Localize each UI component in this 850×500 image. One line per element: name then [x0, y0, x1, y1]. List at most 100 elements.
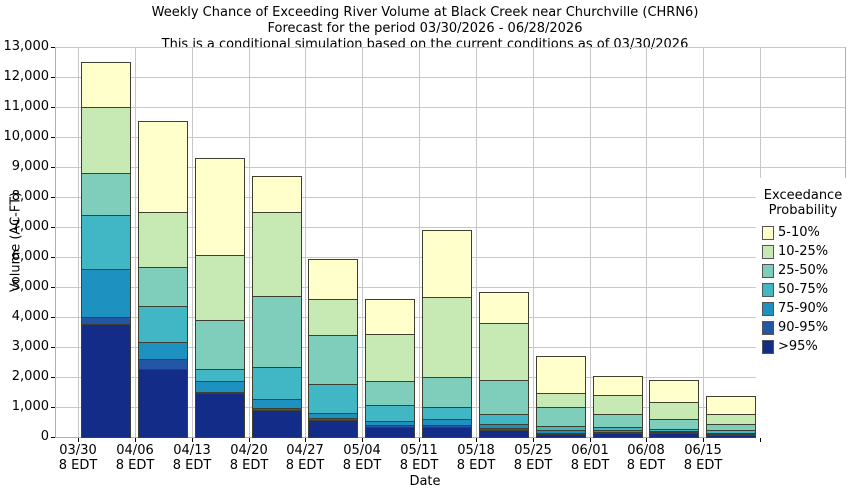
bar-segment-90-95%	[423, 425, 471, 427]
bar-segment-50-75%	[650, 429, 698, 431]
legend-label: 75-90%	[778, 301, 829, 316]
bar-segment->95%	[253, 410, 301, 437]
legend-swatch	[762, 301, 774, 316]
gridline-vertical	[78, 47, 79, 437]
gridline-horizontal	[55, 227, 845, 228]
bar-segment-25-50%	[366, 381, 414, 405]
bar-segment-10-25%	[707, 414, 755, 424]
legend-label: >95%	[778, 339, 818, 354]
bar-segment->95%	[366, 427, 414, 437]
bar-segment-50-75%	[196, 369, 244, 381]
legend-title-line-1: Exceedance	[763, 188, 843, 203]
legend-item-75-90%: 75-90%	[762, 299, 850, 318]
x-axis-tick	[192, 438, 193, 442]
legend-item-25-50%: 25-50%	[762, 261, 850, 280]
bar-segment-25-50%	[82, 173, 130, 215]
bar-segment->95%	[139, 369, 187, 437]
bar-segment-90-95%	[309, 418, 357, 420]
legend-swatch	[762, 244, 774, 259]
bar-03/30	[81, 62, 131, 438]
x-tick-label: 05/04 8 EDT	[342, 443, 382, 473]
bar-segment-10-25%	[650, 402, 698, 419]
bar-segment-50-75%	[366, 405, 414, 421]
bar-segment-5-10%	[196, 159, 244, 255]
legend-swatch	[762, 320, 774, 335]
bar-segment-10-25%	[366, 334, 414, 381]
y-tick-label: 6,000	[11, 249, 49, 264]
legend-item->95%: >95%	[762, 337, 850, 356]
bar-segment-25-50%	[139, 267, 187, 306]
bar-segment-90-95%	[82, 317, 130, 324]
chart-subtitle: Forecast for the period 03/30/2026 - 06/…	[267, 21, 583, 36]
gridline-horizontal	[55, 167, 845, 168]
legend-swatch	[762, 282, 774, 297]
x-tick-label: 05/18 8 EDT	[456, 443, 496, 473]
bar-segment-75-90%	[139, 342, 187, 359]
bar-segment-10-25%	[253, 212, 301, 296]
bar-04/13	[195, 158, 245, 438]
y-axis-tick	[51, 197, 55, 198]
x-tick-label: 05/25 8 EDT	[513, 443, 553, 473]
bar-segment-90-95%	[537, 433, 585, 434]
x-tick-label: 03/30 8 EDT	[58, 443, 98, 473]
y-axis-tick	[51, 407, 55, 408]
bar-segment-75-90%	[423, 419, 471, 425]
gridline-vertical	[533, 47, 534, 437]
bar-06/08	[649, 380, 699, 438]
bar-segment-25-50%	[480, 380, 528, 414]
x-tick-label: 04/13 8 EDT	[172, 443, 212, 473]
x-tick-label: 05/11 8 EDT	[399, 443, 439, 473]
gridline-horizontal	[55, 107, 845, 108]
bar-segment-50-75%	[594, 427, 642, 430]
bar-segment-25-50%	[309, 335, 357, 384]
y-tick-label: 9,000	[11, 159, 49, 174]
y-tick-label: 7,000	[11, 219, 49, 234]
bar-06/15	[706, 396, 756, 438]
y-tick-label: 5,000	[11, 279, 49, 294]
legend-item-50-75%: 50-75%	[762, 280, 850, 299]
x-axis-label: Date	[409, 474, 441, 489]
y-axis-label: Volume (AC-FT)	[8, 191, 24, 293]
gridline-vertical	[419, 47, 420, 437]
gridline-vertical	[249, 47, 250, 437]
bar-05/04	[365, 299, 415, 438]
y-axis-tick	[51, 257, 55, 258]
bar-segment-10-25%	[594, 395, 642, 414]
bar-06/01	[593, 376, 643, 438]
x-axis-tick	[590, 438, 591, 442]
bar-segment-5-10%	[707, 397, 755, 414]
legend-label: 50-75%	[778, 282, 829, 297]
y-axis-tick	[51, 437, 55, 438]
bar-segment-90-95%	[480, 428, 528, 430]
bar-segment-10-25%	[480, 323, 528, 380]
x-axis-tick	[533, 438, 534, 442]
x-tick-label: 06/08 8 EDT	[626, 443, 666, 473]
x-axis-tick	[476, 438, 477, 442]
gridline-horizontal	[55, 197, 845, 198]
bar-segment-25-50%	[253, 296, 301, 367]
bar-04/06	[138, 121, 188, 438]
gridline-vertical	[362, 47, 363, 437]
legend-swatch	[762, 263, 774, 278]
x-axis-tick	[305, 438, 306, 442]
bar-segment-90-95%	[139, 359, 187, 369]
bar-segment-75-90%	[480, 424, 528, 428]
legend-item-90-95%: 90-95%	[762, 318, 850, 337]
y-axis-tick	[51, 377, 55, 378]
bar-segment-25-50%	[423, 377, 471, 407]
legend-title-line-2: Probability	[768, 203, 838, 218]
y-axis-tick	[51, 137, 55, 138]
x-axis-tick	[703, 438, 704, 442]
bar-segment-75-90%	[707, 433, 755, 434]
bar-segment-90-95%	[594, 432, 642, 433]
bar-segment-5-10%	[366, 300, 414, 334]
bar-segment->95%	[650, 433, 698, 437]
y-axis-tick	[51, 227, 55, 228]
bar-segment-5-10%	[253, 177, 301, 212]
bar-segment-90-95%	[253, 408, 301, 410]
legend-label: 10-25%	[778, 244, 829, 259]
bar-segment-5-10%	[309, 260, 357, 299]
gridline-horizontal	[55, 47, 845, 48]
bar-segment->95%	[594, 433, 642, 437]
bar-segment-50-75%	[537, 426, 585, 430]
